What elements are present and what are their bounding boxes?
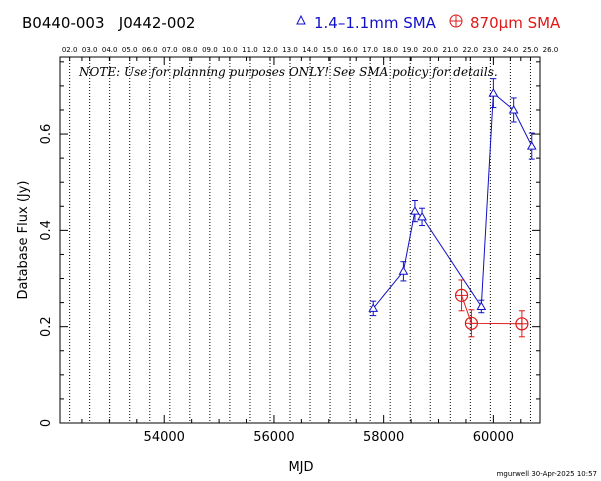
data-point xyxy=(488,88,499,97)
data-point xyxy=(417,211,427,221)
top-year-tick-label: 16.0 xyxy=(342,46,358,54)
series-line xyxy=(372,92,533,309)
top-year-tick-label: 25.0 xyxy=(523,46,539,54)
legend-red-prefix: 870 xyxy=(470,14,499,32)
top-year-tick-label: 12.0 xyxy=(262,46,278,54)
planning-note: NOTE: Use for planning purposes ONLY! Se… xyxy=(78,65,498,79)
top-year-tick-label: 11.0 xyxy=(242,46,258,54)
legend-red-suffix: m SMA xyxy=(508,14,561,32)
top-year-tick-label: 05.0 xyxy=(122,46,138,54)
y-tick-label: 0.6 xyxy=(39,124,54,145)
top-year-tick-label: 04.0 xyxy=(102,46,118,54)
legend-blue: 1.4–1.1mm SMA xyxy=(296,14,437,32)
y-tick-label: 0 xyxy=(39,419,54,427)
top-year-tick-label: 09.0 xyxy=(202,46,218,54)
legend-red-mu: µ xyxy=(499,14,509,32)
plot-axes xyxy=(59,56,541,424)
top-year-tick-label: 10.0 xyxy=(222,46,238,54)
data-series xyxy=(368,78,537,338)
top-year-tick-label: 03.0 xyxy=(82,46,98,54)
top-year-tick-label: 23.0 xyxy=(483,46,499,54)
y-axis-ticks: 0 0.2 0.4 0.6 xyxy=(39,61,540,427)
y-tick-label: 0.2 xyxy=(39,316,54,337)
data-point xyxy=(410,206,420,215)
y-tick-label: 0.4 xyxy=(39,220,54,241)
top-year-tick-label: 07.0 xyxy=(162,46,178,54)
x-tick-label: 58000 xyxy=(363,430,404,445)
x-tick-label: 56000 xyxy=(253,430,294,445)
x-tick-label: 54000 xyxy=(144,430,185,445)
top-year-tick-label: 13.0 xyxy=(282,46,298,54)
top-year-tick-label: 24.0 xyxy=(503,46,519,54)
y-axis-label: Database Flux (Jy) xyxy=(16,181,31,300)
series-blue-sma xyxy=(368,78,537,317)
top-year-tick-label: 20.0 xyxy=(422,46,438,54)
top-year-tick-label: 15.0 xyxy=(322,46,338,54)
x-tick-label: 60000 xyxy=(473,430,514,445)
top-year-tick-label: 17.0 xyxy=(362,46,378,54)
legend-blue-label: 1.4–1.1mm SMA xyxy=(314,14,437,32)
top-year-tick-label: 06.0 xyxy=(142,46,158,54)
data-point xyxy=(398,266,409,275)
footer-credit: mgurwell 30-Apr-2025 10:57 xyxy=(497,470,597,478)
plot-frame xyxy=(59,56,541,424)
top-year-tick-label: 19.0 xyxy=(402,46,418,54)
data-point xyxy=(476,301,487,310)
source-names: B0440-003 J0442-002 xyxy=(22,14,195,32)
top-year-tick-label: 26.0 xyxy=(543,46,559,54)
data-point xyxy=(526,141,537,150)
legend-red-label: 870µm SMA xyxy=(470,14,561,32)
top-year-tick-label: 21.0 xyxy=(443,46,459,54)
legend-blue-triangle-icon xyxy=(296,14,306,25)
x-axis-ticks: 54000 56000 58000 60000 xyxy=(81,57,522,445)
data-point xyxy=(368,303,379,312)
year-gridlines xyxy=(69,57,531,423)
top-year-tick-label: 08.0 xyxy=(182,46,198,54)
legend-red: 870µm SMA xyxy=(449,14,561,32)
x-axis-label: MJD xyxy=(288,460,313,475)
top-year-tick-label: 02.0 xyxy=(62,46,78,54)
series-red-870um xyxy=(454,279,529,338)
top-year-tick-label: 14.0 xyxy=(302,46,318,54)
data-point xyxy=(508,104,519,114)
top-year-tick-label: 18.0 xyxy=(382,46,398,54)
top-year-tick-label: 22.0 xyxy=(463,46,479,54)
